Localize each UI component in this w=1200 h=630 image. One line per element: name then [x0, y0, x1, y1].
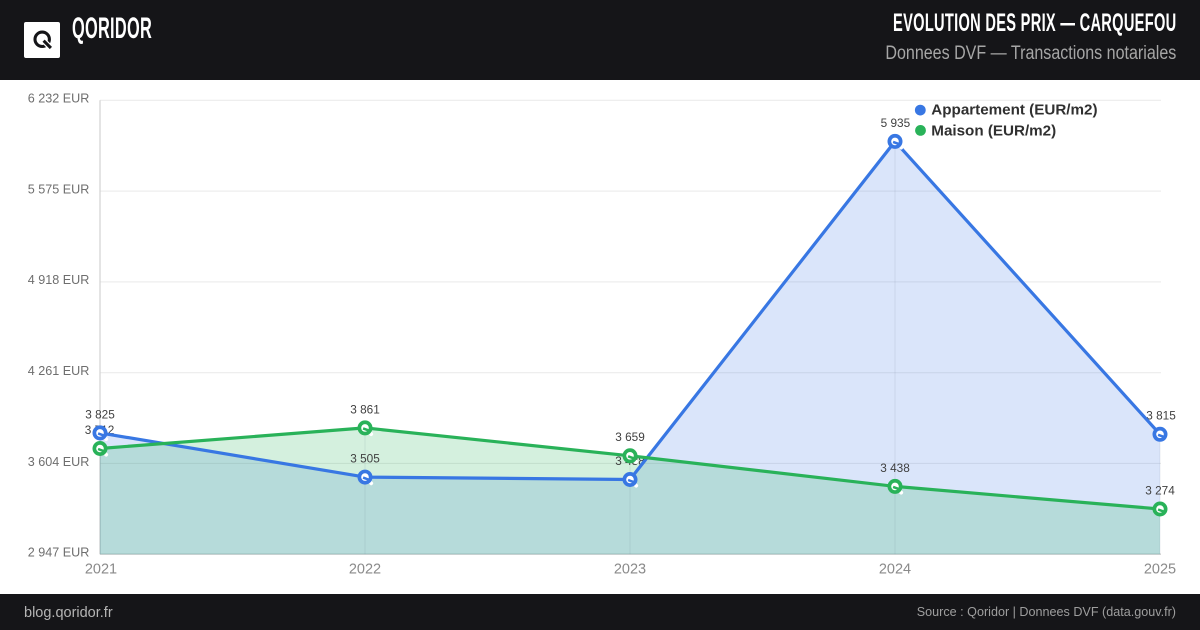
- svg-text:3 604 EUR: 3 604 EUR: [28, 455, 90, 469]
- svg-text:4 261 EUR: 4 261 EUR: [28, 364, 90, 378]
- svg-text:3 505: 3 505: [350, 452, 380, 466]
- svg-text:4 918 EUR: 4 918 EUR: [28, 273, 90, 287]
- svg-text:2024: 2024: [879, 562, 911, 578]
- svg-text:Maison (EUR/m2): Maison (EUR/m2): [931, 123, 1056, 140]
- svg-text:3 825: 3 825: [85, 407, 115, 421]
- svg-text:3 659: 3 659: [615, 430, 645, 444]
- svg-text:6 232 EUR: 6 232 EUR: [28, 92, 90, 106]
- svg-text:3 274: 3 274: [1145, 483, 1175, 497]
- svg-text:Appartement (EUR/m2): Appartement (EUR/m2): [931, 102, 1097, 119]
- svg-text:5 935: 5 935: [881, 116, 911, 130]
- svg-text:2022: 2022: [349, 562, 381, 578]
- svg-text:2023: 2023: [614, 562, 646, 578]
- svg-text:2021: 2021: [85, 562, 117, 578]
- svg-text:3 861: 3 861: [350, 402, 380, 416]
- svg-text:2025: 2025: [1144, 562, 1176, 578]
- svg-text:5 575 EUR: 5 575 EUR: [28, 182, 90, 196]
- svg-text:3 815: 3 815: [1146, 409, 1176, 423]
- svg-text:3 438: 3 438: [880, 461, 910, 475]
- svg-text:2 947 EUR: 2 947 EUR: [28, 546, 90, 560]
